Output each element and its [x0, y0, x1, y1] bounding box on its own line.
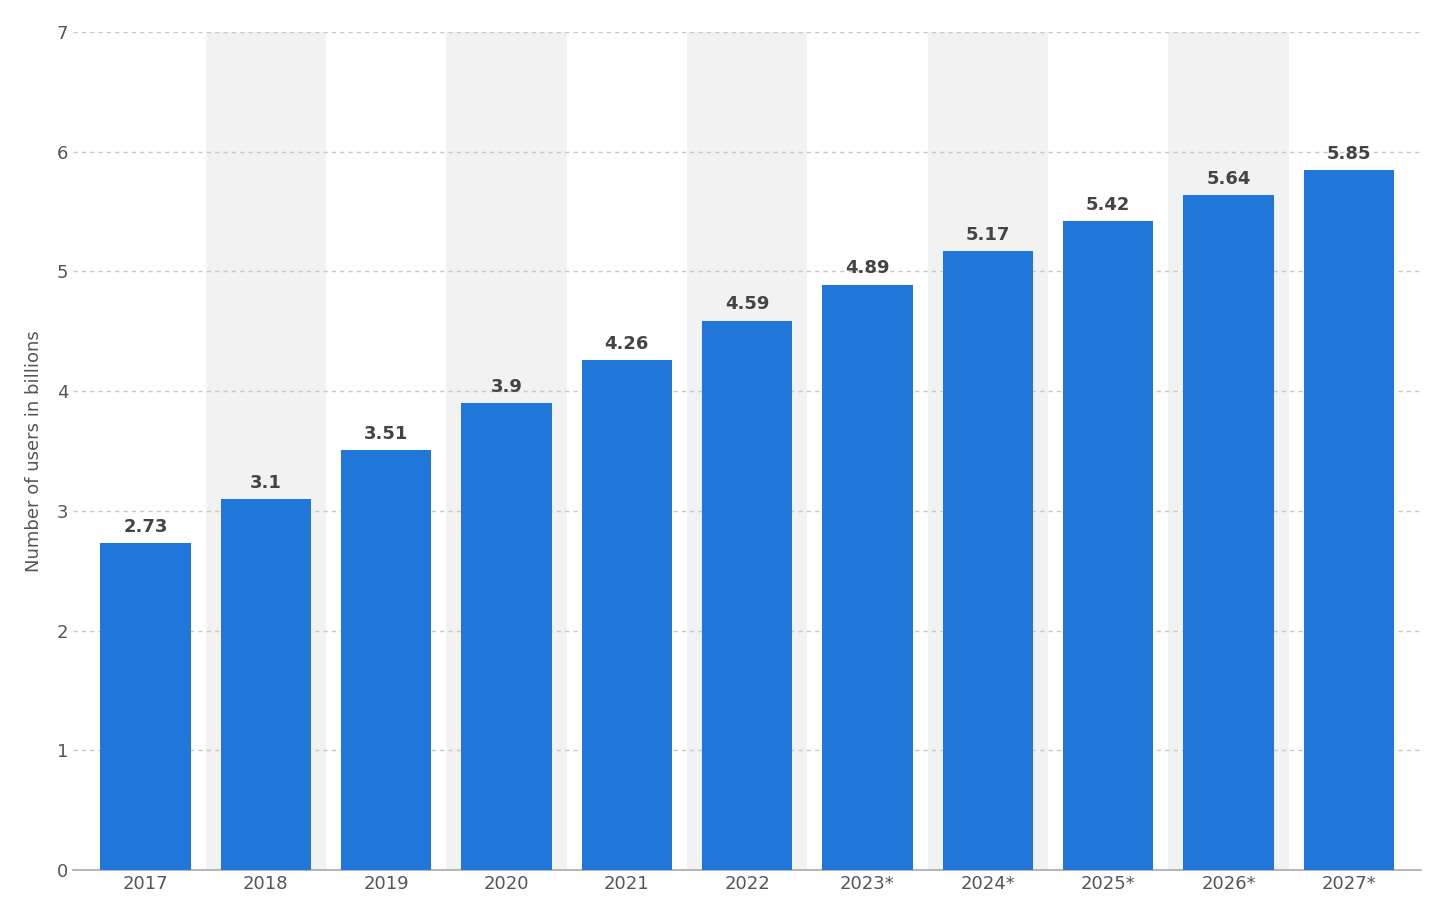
Text: 4.89: 4.89 [846, 260, 889, 277]
Y-axis label: Number of users in billions: Number of users in billions [25, 330, 43, 572]
Text: 3.51: 3.51 [364, 425, 408, 442]
Text: 4.26: 4.26 [604, 335, 649, 353]
Bar [1063, 221, 1154, 870]
Text: 5.64: 5.64 [1206, 170, 1251, 187]
Bar [943, 252, 1032, 870]
Text: 5.85: 5.85 [1326, 144, 1371, 162]
Bar [928, 32, 1048, 870]
Text: 2.73: 2.73 [123, 518, 168, 536]
Bar [1183, 195, 1274, 870]
Bar [205, 32, 325, 870]
Bar [581, 360, 672, 870]
Bar [1304, 170, 1394, 870]
Text: 3.9: 3.9 [490, 378, 522, 396]
Text: 4.59: 4.59 [724, 296, 769, 313]
Bar [221, 499, 311, 870]
Bar [701, 320, 792, 870]
Bar [461, 403, 551, 870]
Bar [687, 32, 807, 870]
Text: 3.1: 3.1 [250, 474, 282, 492]
Text: 5.42: 5.42 [1086, 196, 1131, 214]
Text: 5.17: 5.17 [966, 226, 1009, 244]
Bar [1168, 32, 1288, 870]
Bar [447, 32, 567, 870]
Bar [823, 285, 912, 870]
Bar [100, 543, 191, 870]
Bar [341, 450, 431, 870]
